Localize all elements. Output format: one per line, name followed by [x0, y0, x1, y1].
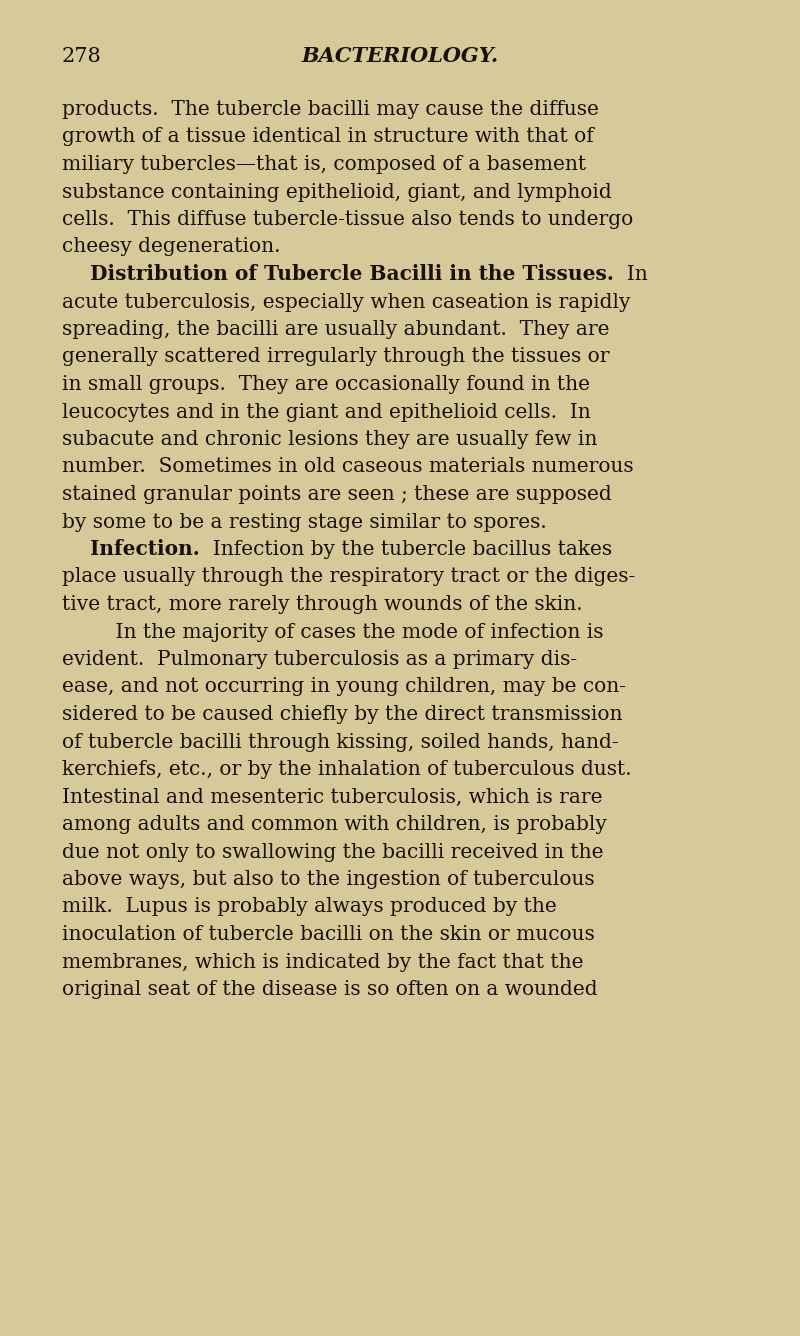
Text: in small groups.  They are occasionally found in the: in small groups. They are occasionally f…	[62, 375, 590, 394]
Text: cells.  This diffuse tubercle-tissue also tends to undergo: cells. This diffuse tubercle-tissue also…	[62, 210, 634, 228]
Text: products.  The tubercle bacilli may cause the diffuse: products. The tubercle bacilli may cause…	[62, 100, 599, 119]
Text: Intestinal and mesenteric tuberculosis, which is rare: Intestinal and mesenteric tuberculosis, …	[62, 787, 602, 807]
Text: Distribution of Tubercle Bacilli in the Tissues.: Distribution of Tubercle Bacilli in the …	[90, 265, 614, 285]
Text: kerchiefs, etc., or by the inhalation of tuberculous dust.: kerchiefs, etc., or by the inhalation of…	[62, 760, 632, 779]
Text: generally scattered irregularly through the tissues or: generally scattered irregularly through …	[62, 347, 610, 366]
Text: evident.  Pulmonary tuberculosis as a primary dis-: evident. Pulmonary tuberculosis as a pri…	[62, 651, 577, 669]
Text: miliary tubercles—that is, composed of a basement: miliary tubercles—that is, composed of a…	[62, 155, 586, 174]
Text: In: In	[614, 265, 648, 285]
Text: due not only to swallowing the bacilli received in the: due not only to swallowing the bacilli r…	[62, 843, 603, 862]
Text: growth of a tissue identical in structure with that of: growth of a tissue identical in structur…	[62, 127, 594, 147]
Text: number.  Sometimes in old caseous materials numerous: number. Sometimes in old caseous materia…	[62, 457, 634, 477]
Text: Infection by the tubercle bacillus takes: Infection by the tubercle bacillus takes	[200, 540, 612, 558]
Text: Infection.: Infection.	[90, 538, 200, 558]
Text: membranes, which is indicated by the fact that the: membranes, which is indicated by the fac…	[62, 953, 583, 971]
Text: sidered to be caused chiefly by the direct transmission: sidered to be caused chiefly by the dire…	[62, 705, 622, 724]
Text: among adults and common with children, is probably: among adults and common with children, i…	[62, 815, 607, 834]
Text: acute tuberculosis, especially when caseation is rapidly: acute tuberculosis, especially when case…	[62, 293, 630, 311]
Text: inoculation of tubercle bacilli on the skin or mucous: inoculation of tubercle bacilli on the s…	[62, 925, 594, 945]
Text: milk.  Lupus is probably always produced by the: milk. Lupus is probably always produced …	[62, 898, 557, 916]
Text: stained granular points are seen ; these are supposed: stained granular points are seen ; these…	[62, 485, 612, 504]
Text: 278: 278	[62, 47, 102, 65]
Text: original seat of the disease is so often on a wounded: original seat of the disease is so often…	[62, 981, 598, 999]
Text: place usually through the respiratory tract or the diges-: place usually through the respiratory tr…	[62, 568, 635, 587]
Text: cheesy degeneration.: cheesy degeneration.	[62, 238, 281, 257]
Text: by some to be a resting stage similar to spores.: by some to be a resting stage similar to…	[62, 513, 546, 532]
Text: BACTERIOLOGY.: BACTERIOLOGY.	[302, 45, 498, 65]
Text: substance containing epithelioid, giant, and lymphoid: substance containing epithelioid, giant,…	[62, 183, 612, 202]
Text: above ways, but also to the ingestion of tuberculous: above ways, but also to the ingestion of…	[62, 870, 594, 888]
Text: subacute and chronic lesions they are usually few in: subacute and chronic lesions they are us…	[62, 430, 598, 449]
Text: of tubercle bacilli through kissing, soiled hands, hand-: of tubercle bacilli through kissing, soi…	[62, 732, 618, 751]
Text: spreading, the bacilli are usually abundant.  They are: spreading, the bacilli are usually abund…	[62, 321, 610, 339]
Text: leucocytes and in the giant and epithelioid cells.  In: leucocytes and in the giant and epitheli…	[62, 402, 590, 421]
Text: tive tract, more rarely through wounds of the skin.: tive tract, more rarely through wounds o…	[62, 595, 582, 615]
Text: In the majority of cases the mode of infection is: In the majority of cases the mode of inf…	[90, 623, 603, 641]
Text: ease, and not occurring in young children, may be con-: ease, and not occurring in young childre…	[62, 677, 626, 696]
